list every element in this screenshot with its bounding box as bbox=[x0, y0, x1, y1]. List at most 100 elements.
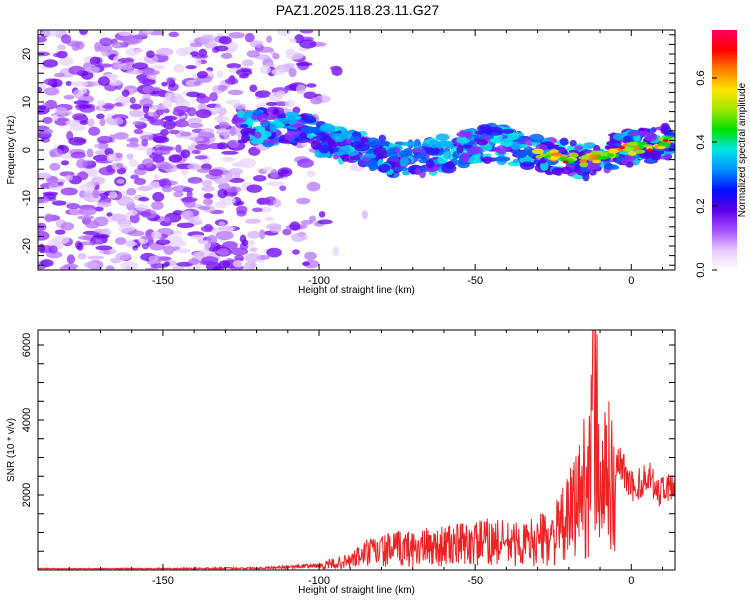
heatmap-cell bbox=[475, 130, 485, 135]
heatmap-cell bbox=[310, 140, 322, 150]
heatmap-cell bbox=[259, 130, 272, 138]
heatmap-cell bbox=[133, 178, 146, 186]
heatmap-cell bbox=[318, 211, 326, 218]
x-tick-label: 0 bbox=[628, 275, 634, 287]
colorbar-tick-label: 0.4 bbox=[695, 134, 707, 149]
x-tick-label: -100 bbox=[308, 575, 330, 587]
heatmap-cell bbox=[109, 191, 118, 199]
heatmap-cell bbox=[110, 257, 122, 264]
heatmap-cell bbox=[172, 210, 184, 216]
heatmap-cell bbox=[238, 158, 257, 168]
heatmap-cell bbox=[111, 213, 127, 223]
heatmap-cell bbox=[266, 247, 282, 258]
heatmap-cell bbox=[306, 170, 316, 178]
heatmap-cell bbox=[60, 187, 78, 196]
heatmap-cell bbox=[303, 115, 317, 123]
heatmap-cell bbox=[300, 126, 317, 134]
heatmap-cell bbox=[187, 176, 203, 184]
heatmap-cell bbox=[54, 106, 68, 114]
heatmap-cell bbox=[201, 179, 213, 187]
heatmap-cell bbox=[244, 253, 261, 263]
heatmap-cell bbox=[105, 265, 115, 270]
heatmap-cell bbox=[116, 178, 125, 184]
heatmap-cell bbox=[373, 146, 387, 157]
heatmap-cell bbox=[163, 108, 170, 114]
heatmap-cell bbox=[148, 255, 159, 262]
heatmap-cell bbox=[38, 230, 50, 241]
heatmap-cell bbox=[117, 57, 134, 63]
heatmap-cell bbox=[166, 77, 175, 86]
heatmap-cell bbox=[226, 186, 242, 193]
heatmap-cell bbox=[137, 185, 153, 192]
heatmap-cell bbox=[365, 137, 380, 147]
heatmap-cell bbox=[196, 95, 211, 104]
x-tick-label: -150 bbox=[152, 575, 174, 587]
heatmap-cell bbox=[118, 31, 133, 37]
heatmap-cell bbox=[70, 81, 89, 87]
heatmap-cell bbox=[157, 146, 174, 151]
x-tick-label: -150 bbox=[152, 275, 174, 287]
heatmap-cell bbox=[155, 239, 171, 246]
heatmap-cell bbox=[126, 153, 134, 160]
heatmap-cell bbox=[40, 259, 54, 268]
heatmap-cell bbox=[207, 234, 218, 245]
heatmap-cell bbox=[38, 86, 43, 93]
y-axis-label: Frequency (Hz) bbox=[6, 116, 17, 185]
heatmap-cell bbox=[531, 148, 544, 155]
heatmap-cell bbox=[132, 121, 144, 126]
heatmap-cell bbox=[637, 141, 648, 146]
x-tick-label: -100 bbox=[308, 275, 330, 287]
heatmap-cell bbox=[413, 153, 426, 159]
heatmap-cell bbox=[272, 52, 280, 60]
heatmap-cell bbox=[40, 128, 54, 135]
heatmap-cell bbox=[229, 126, 236, 137]
heatmap-cell bbox=[349, 135, 361, 142]
y-tick-label: -20 bbox=[21, 238, 33, 254]
heatmap-cell bbox=[180, 197, 198, 203]
heatmap-cell bbox=[142, 85, 154, 94]
heatmap-cell bbox=[435, 133, 450, 142]
heatmap-cell bbox=[486, 126, 503, 133]
heatmap-cell bbox=[239, 234, 247, 244]
heatmap-cell bbox=[89, 56, 101, 66]
heatmap-cell bbox=[54, 72, 65, 78]
heatmap-cell bbox=[73, 100, 90, 105]
heatmap-cell bbox=[539, 158, 547, 164]
heatmap-cell bbox=[280, 169, 290, 175]
heatmap-cell bbox=[657, 142, 669, 146]
heatmap-cell bbox=[126, 143, 140, 148]
heatmap-cell bbox=[551, 167, 562, 176]
heatmap-cell bbox=[51, 200, 67, 206]
heatmap-cell bbox=[176, 222, 195, 229]
heatmap-cell bbox=[227, 167, 244, 175]
y-tick-label: 0 bbox=[21, 147, 33, 153]
colorbar-label: Normalized spectral amplitude bbox=[737, 82, 748, 217]
heatmap-cell bbox=[94, 228, 107, 234]
heatmap-cell bbox=[148, 104, 167, 110]
heatmap-cell bbox=[401, 141, 415, 147]
heatmap-cell bbox=[168, 154, 183, 163]
heatmap-cell bbox=[257, 113, 269, 123]
heatmap-cell bbox=[306, 181, 321, 192]
heatmap-cell bbox=[445, 143, 455, 150]
heatmap-cell bbox=[203, 223, 213, 232]
heatmap-cell bbox=[59, 265, 77, 270]
heatmap-cell bbox=[78, 207, 97, 216]
heatmap-cell bbox=[482, 156, 492, 164]
heatmap-cell bbox=[289, 221, 301, 231]
heatmap-cell bbox=[130, 174, 140, 180]
heatmap-cell bbox=[578, 156, 588, 160]
heatmap-cell bbox=[59, 56, 74, 66]
heatmap-cell bbox=[399, 150, 413, 158]
heatmap-cell bbox=[129, 103, 142, 110]
heatmap-cell bbox=[285, 48, 296, 55]
heatmap-cell bbox=[41, 30, 60, 37]
heatmap-cell bbox=[76, 242, 84, 251]
heatmap-cell bbox=[96, 63, 114, 68]
heatmap-cell bbox=[115, 237, 127, 245]
heatmap-cell bbox=[151, 201, 164, 211]
heatmap-cell bbox=[218, 221, 226, 226]
heatmap-cell bbox=[218, 121, 230, 129]
heatmap-cell bbox=[608, 148, 619, 154]
